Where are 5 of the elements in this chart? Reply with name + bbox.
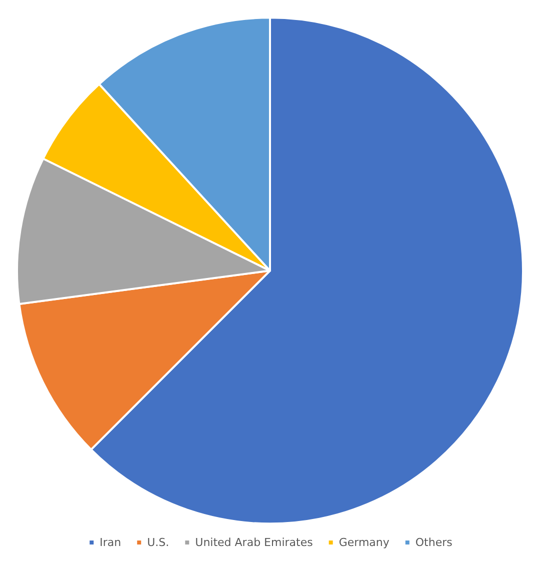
legend-label: United Arab Emirates [195, 536, 314, 549]
legend-label: U.S. [147, 536, 170, 549]
legend-label: Germany [338, 536, 390, 549]
legend-label: Others [415, 536, 453, 549]
legend-label: Iran [100, 536, 122, 549]
